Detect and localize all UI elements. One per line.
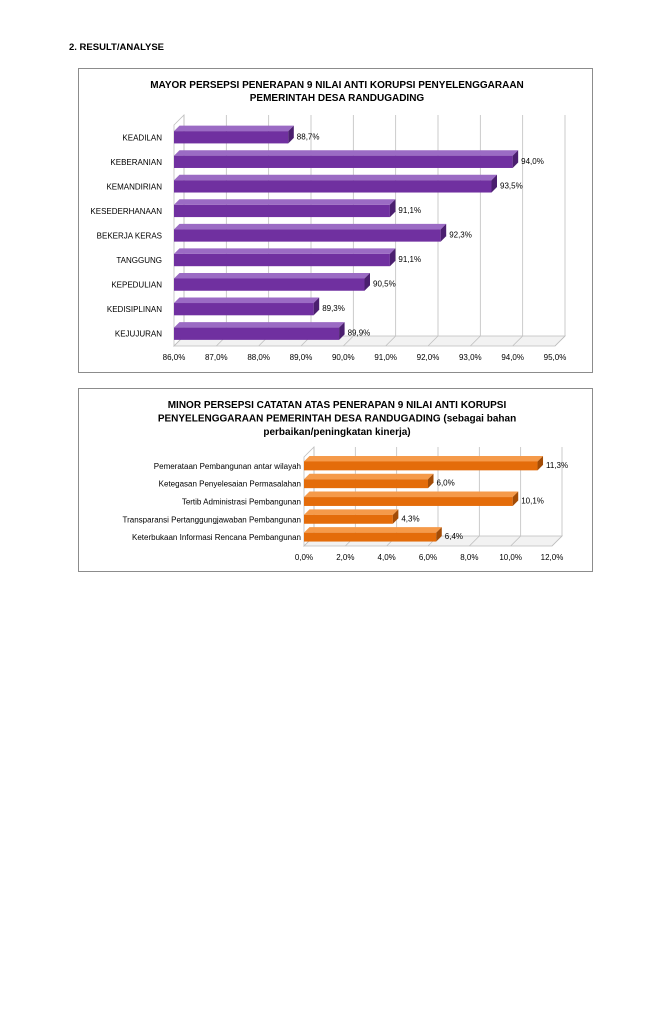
- major-data-label-9: 89,9%: [348, 329, 371, 338]
- minor-category-label-1: Pemerataan Pembangunan antar wilayah: [154, 462, 301, 471]
- minor-data-label-2: 6,0%: [437, 479, 455, 488]
- minor-gridline-6: [510, 447, 522, 547]
- major-title-line-2: PEMERINTAH DESA RANDUGADING: [250, 93, 425, 104]
- major-tick-label-3: 88,0%: [247, 353, 270, 362]
- minor-gridline-7: [551, 447, 563, 547]
- minor-category-label-2: Ketegasan Penyelesaian Permasalahan: [159, 480, 301, 489]
- major-title-line-1: MAYOR PERSEPSI PENERAPAN 9 NILAI ANTI KO…: [150, 80, 524, 91]
- major-tick-label-7: 92,0%: [417, 353, 440, 362]
- minor-tick-label-6: 10,0%: [499, 553, 522, 562]
- major-category-label-8: KEDISIPLINAN: [107, 305, 162, 314]
- minor-data-label-5: 6,4%: [445, 532, 463, 541]
- major-data-label-5: 92,3%: [449, 231, 472, 240]
- major-bar-9: [174, 322, 345, 340]
- major-category-label-1: KEADILAN: [122, 133, 162, 142]
- major-bar-7: [174, 272, 370, 291]
- major-bar-8: [174, 297, 320, 316]
- minor-tick-label-2: 2,0%: [336, 553, 354, 562]
- minor-gridline-5: [469, 447, 480, 547]
- major-category-label-7: KEPEDULIAN: [111, 281, 162, 290]
- major-data-label-8: 89,3%: [322, 304, 345, 313]
- major-category-label-3: KEMANDIRIAN: [106, 182, 162, 191]
- major-category-label-2: KEBERANIAN: [110, 158, 162, 167]
- major-tick-label-1: 86,0%: [163, 353, 186, 362]
- minor-bar-4: [304, 509, 399, 524]
- major-data-label-6: 91,1%: [398, 255, 421, 264]
- minor-perception-chart-svg: MINOR PERSEPSI CATATAN ATAS PENERAPAN 9 …: [123, 400, 569, 562]
- major-tick-label-2: 87,0%: [205, 353, 228, 362]
- minor-category-label-4: Transparansi Pertanggungjawaban Pembangu…: [123, 515, 302, 524]
- minor-perception-chart: MINOR PERSEPSI CATATAN ATAS PENERAPAN 9 …: [78, 388, 593, 572]
- major-bar-1: [174, 125, 294, 144]
- major-tick-label-6: 91,0%: [374, 353, 397, 362]
- major-bar-4: [174, 199, 396, 218]
- minor-data-label-3: 10,1%: [521, 497, 544, 506]
- major-bar-2: [174, 150, 519, 168]
- minor-tick-label-4: 6,0%: [419, 553, 437, 562]
- minor-tick-label-5: 8,0%: [460, 553, 478, 562]
- major-gridline-10: [554, 115, 566, 347]
- major-bar-5: [174, 223, 447, 242]
- major-tick-label-10: 95,0%: [544, 353, 567, 362]
- major-data-label-3: 93,5%: [500, 181, 523, 190]
- minor-title-line-2: PENYELENGGARAAN PEMERINTAH DESA RANDUGAD…: [158, 414, 516, 425]
- minor-bar-2: [304, 473, 434, 489]
- major-category-label-4: KESEDERHANAAN: [90, 207, 162, 216]
- major-tick-label-9: 94,0%: [501, 353, 524, 362]
- major-data-label-2: 94,0%: [521, 157, 544, 166]
- section-heading: 2. RESULT/ANALYSE: [69, 42, 165, 53]
- major-tick-label-8: 93,0%: [459, 353, 482, 362]
- major-category-label-5: BEKERJA KERAS: [97, 232, 162, 241]
- major-gridline-9: [512, 115, 524, 347]
- major-bar-3: [174, 174, 497, 193]
- major-data-label-7: 90,5%: [373, 280, 396, 289]
- minor-title-line-3: perbaikan/peningkatan kinerja): [263, 427, 410, 438]
- major-perception-chart: MAYOR PERSEPSI PENERAPAN 9 NILAI ANTI KO…: [78, 68, 593, 373]
- minor-data-label-4: 4,3%: [401, 514, 419, 523]
- minor-category-label-5: Keterbukaan Informasi Rencana Pembanguna…: [132, 533, 301, 542]
- minor-tick-label-1: 0,0%: [295, 553, 313, 562]
- major-category-label-6: TANGGUNG: [116, 256, 162, 265]
- major-tick-label-4: 89,0%: [290, 353, 313, 362]
- minor-data-label-1: 11,3%: [546, 461, 568, 470]
- major-category-label-9: KEJUJURAN: [115, 330, 162, 339]
- minor-tick-label-7: 12,0%: [541, 553, 564, 562]
- minor-bar-3: [304, 491, 519, 506]
- minor-category-label-3: Tertib Administrasi Pembangunan: [182, 498, 301, 507]
- minor-bar-5: [304, 527, 442, 542]
- minor-tick-label-3: 4,0%: [378, 553, 396, 562]
- minor-bar-1: [304, 455, 544, 471]
- major-data-label-4: 91,1%: [398, 206, 421, 215]
- major-bar-6: [174, 248, 396, 267]
- major-data-label-1: 88,7%: [297, 132, 320, 141]
- major-perception-chart-svg: MAYOR PERSEPSI PENERAPAN 9 NILAI ANTI KO…: [90, 80, 567, 362]
- major-tick-label-5: 90,0%: [332, 353, 355, 362]
- minor-title-line-1: MINOR PERSEPSI CATATAN ATAS PENERAPAN 9 …: [168, 400, 507, 411]
